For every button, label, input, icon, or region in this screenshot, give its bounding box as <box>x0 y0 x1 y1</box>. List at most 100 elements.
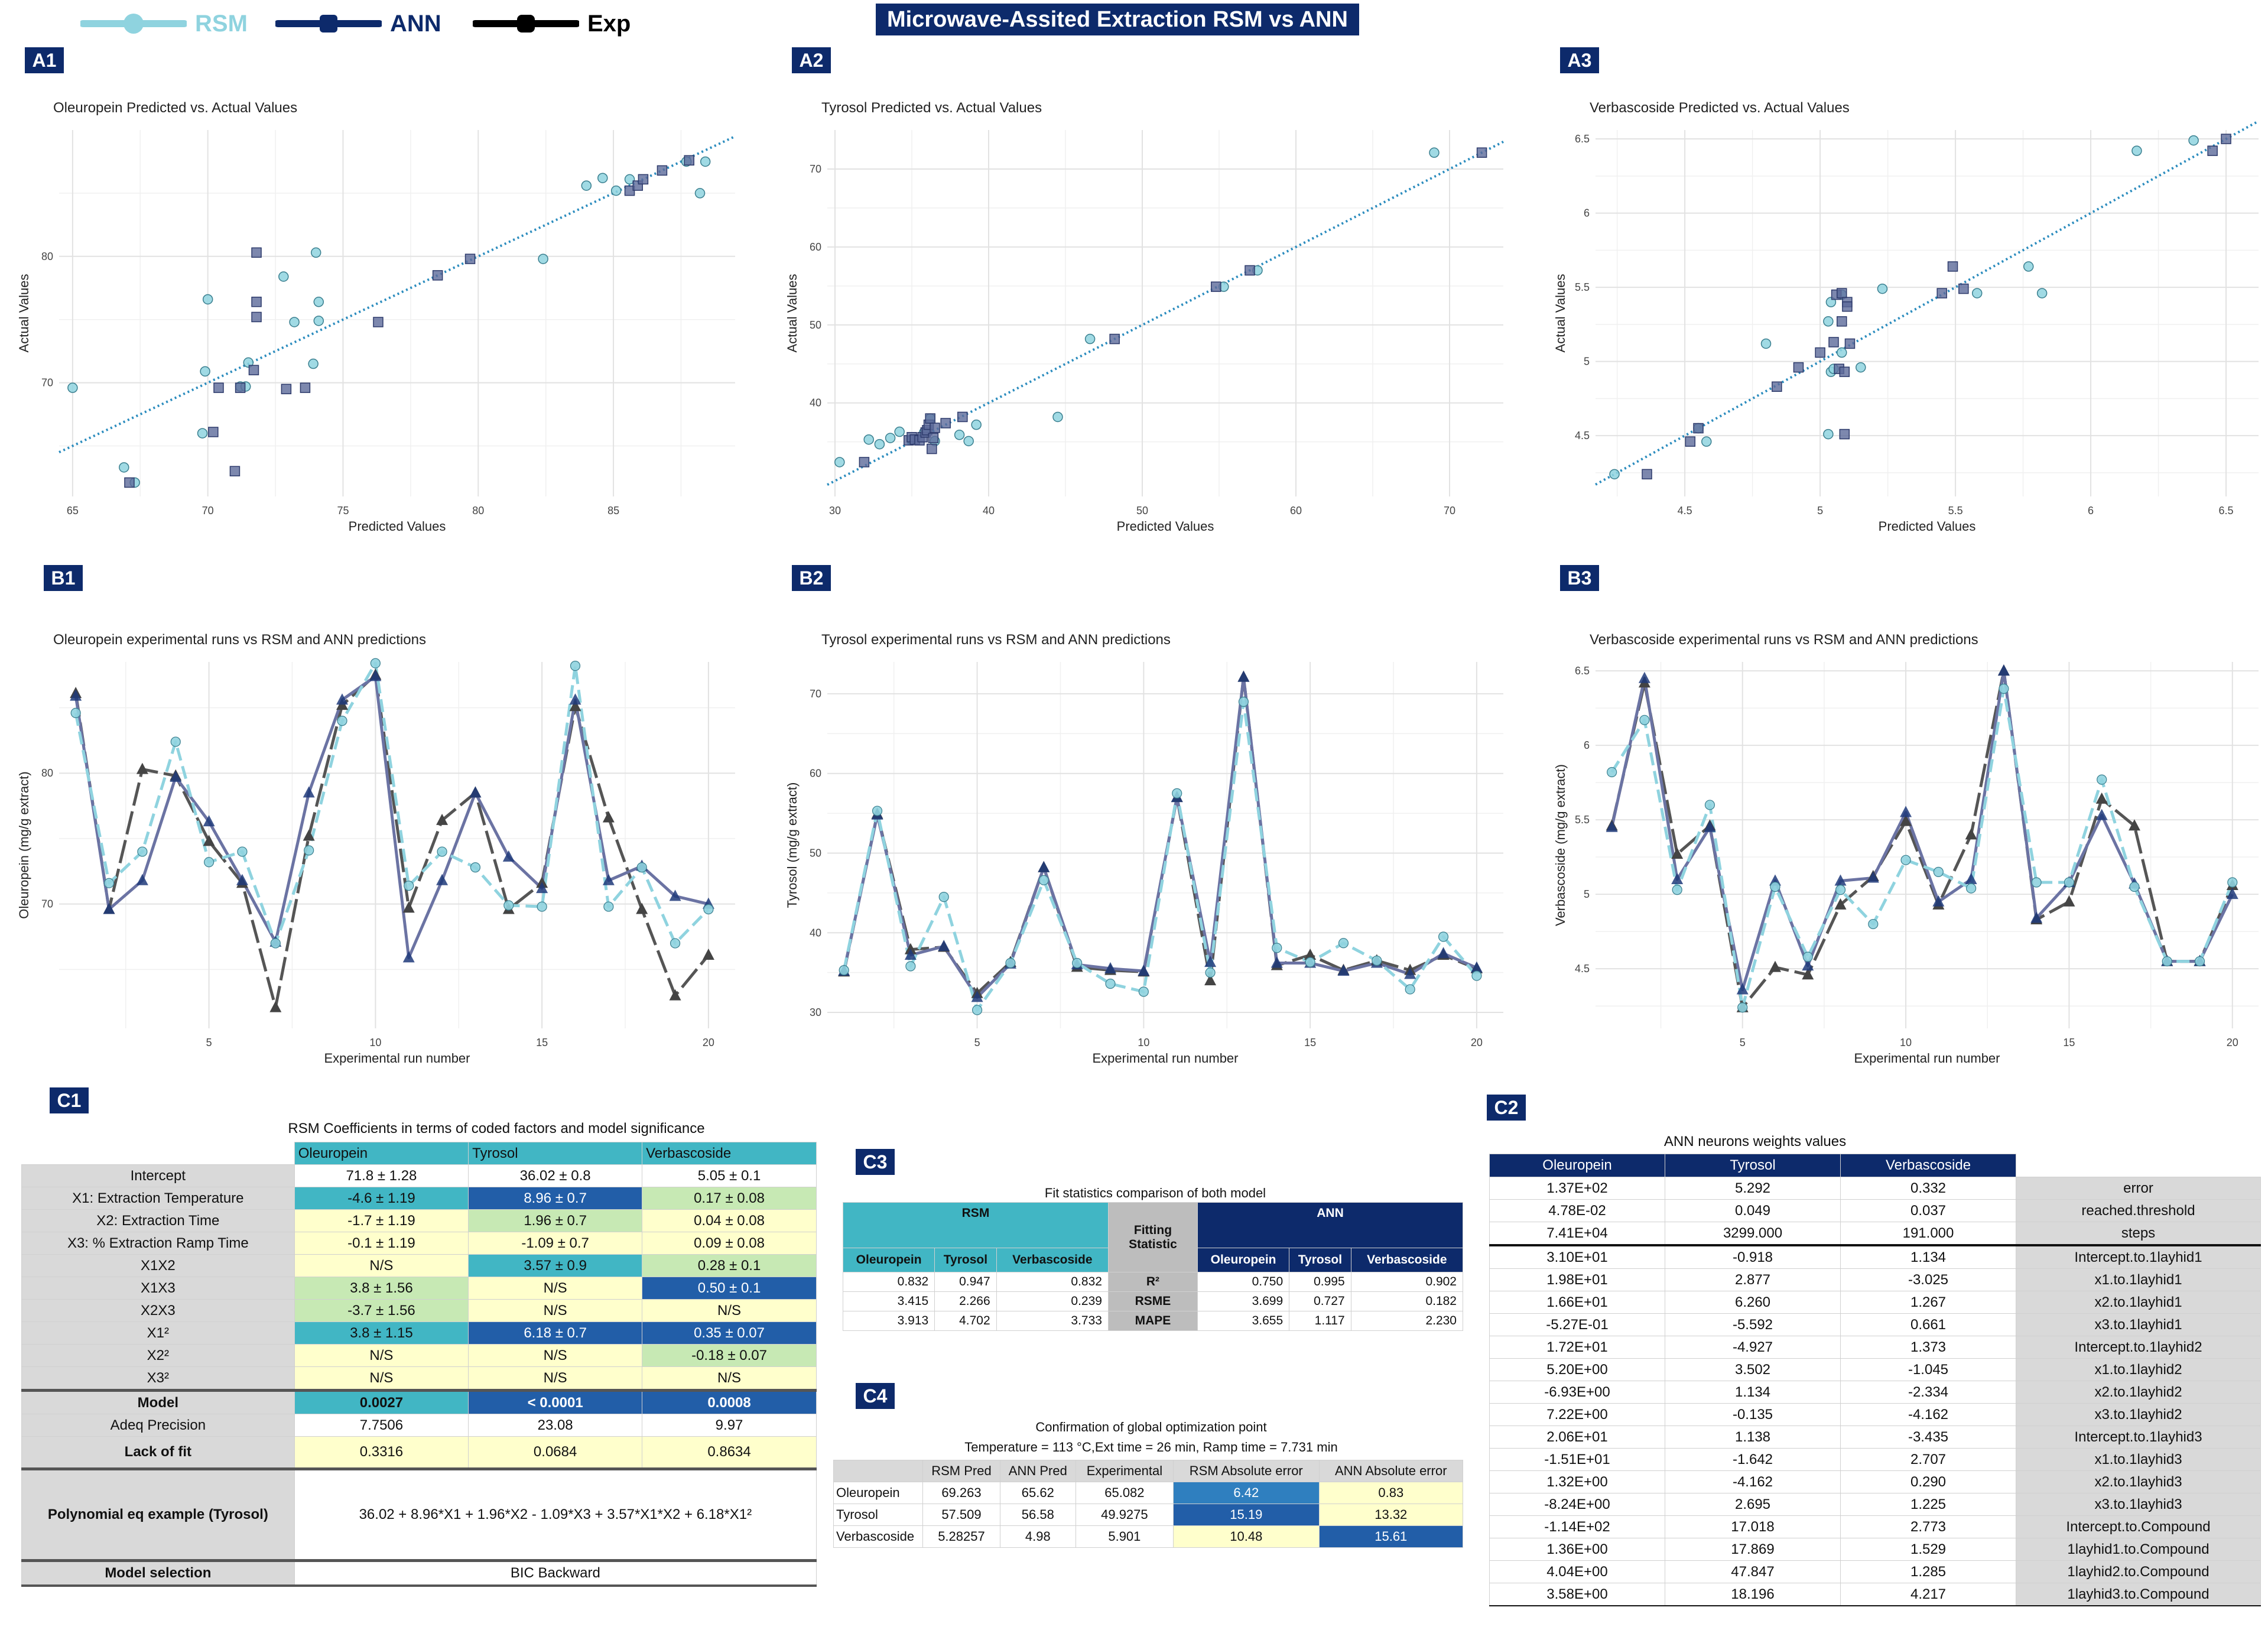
rsm-point <box>2129 881 2140 892</box>
c2-column-header: Verbascoside <box>1840 1154 2016 1177</box>
c2-row-label: error <box>2016 1177 2261 1200</box>
panel-tag-a1: A1 <box>25 47 64 73</box>
c4-subtitle: Temperature = 113 °C,Ext time = 26 min, … <box>964 1440 1338 1454</box>
c2-row-label: x2.to.1layhid3 <box>2016 1470 2261 1493</box>
rsm-point <box>1052 411 1063 423</box>
c1-value-cell: 0.0684 <box>468 1436 643 1469</box>
ann-point <box>925 413 935 424</box>
exp-point <box>1769 960 1781 972</box>
c4-optimization-table: RSM Pred ANN Pred Experimental RSM Absolute… <box>833 1460 1464 1548</box>
c3-rsm-value: 0.832 <box>996 1272 1109 1292</box>
c2-value-cell: 1.267 <box>1840 1291 2016 1314</box>
rsm-point <box>1072 957 1083 969</box>
ann-point <box>303 786 315 798</box>
rsm-point <box>538 254 548 264</box>
y-tick-label: 60 <box>810 768 821 780</box>
x-tick-label: 4.5 <box>1678 505 1692 517</box>
rsm-point <box>2131 145 2142 156</box>
ann-point <box>1204 956 1217 967</box>
chart-grid <box>827 662 1503 1028</box>
rsm-point <box>1138 986 1149 997</box>
x-tick-label: 20 <box>1471 1037 1483 1048</box>
c1-value-cell: -1.09 ± 0.7 <box>468 1232 643 1255</box>
y-axis-label: Actual Values <box>1553 274 1568 353</box>
rsm-point <box>1471 970 1482 981</box>
chart-title: Tyrosol Predicted vs. Actual Values <box>821 100 1042 116</box>
rsm-point <box>2194 956 2205 967</box>
exp-point <box>303 829 315 841</box>
ann-point <box>124 477 135 488</box>
rsm-point <box>437 846 447 857</box>
c4-column-header: Experimental <box>1075 1460 1174 1482</box>
c2-value-cell: -4.162 <box>1840 1403 2016 1426</box>
c4-title: Confirmation of global optimization poin… <box>1035 1420 1267 1434</box>
exp-point <box>2128 819 2140 831</box>
c1-value-cell: < 0.0001 <box>468 1389 643 1414</box>
c2-row-label: x2.to.1layhid1 <box>2016 1291 2261 1314</box>
legend-rsm-swatch <box>80 14 187 34</box>
rsm-point <box>310 247 321 258</box>
exp-point <box>203 835 215 846</box>
ann-point <box>229 466 241 476</box>
c3-ann-value: 0.902 <box>1350 1272 1464 1292</box>
ann-point <box>1704 820 1716 832</box>
ann-point <box>1997 664 2010 676</box>
y-axis-label: Verbascoside (mg/g extract) <box>1553 764 1568 926</box>
c2-value-cell: 1.138 <box>1665 1426 1841 1449</box>
c1-value-cell: 0.0008 <box>642 1389 817 1414</box>
rsm-point <box>834 457 845 467</box>
ann-point <box>2030 911 2043 923</box>
rsm-point <box>1966 883 1977 894</box>
c1-title: RSM Coefficients in terms of coded facto… <box>288 1121 705 1137</box>
rsm-point <box>905 961 916 972</box>
c1-value-cell: -4.6 ± 1.19 <box>294 1187 469 1210</box>
c3-rsm-value: 3.415 <box>842 1291 935 1311</box>
ann-point <box>70 689 82 701</box>
ann-point <box>1606 820 1618 832</box>
panel-tag-c4: C4 <box>856 1383 895 1409</box>
c4-column-header: ANN Pred <box>999 1460 1076 1482</box>
c2-corner <box>2016 1154 2261 1177</box>
c2-value-cell: 47.847 <box>1665 1560 1841 1583</box>
ann-point <box>2095 808 2108 820</box>
exp-point <box>269 1001 282 1012</box>
chart-title: Verbascoside experimental runs vs RSM an… <box>1590 632 1978 648</box>
c2-value-cell: 4.78E-02 <box>1489 1199 1665 1222</box>
chart-grid <box>1596 130 2259 496</box>
c2-value-cell: 3.502 <box>1665 1358 1841 1381</box>
c1-row-label: Lack of fit <box>21 1436 295 1469</box>
rsm-point <box>1823 316 1834 327</box>
c2-value-cell: 1.98E+01 <box>1489 1268 1665 1291</box>
ann-point <box>1211 281 1221 292</box>
c4-value-cell: 5.901 <box>1075 1525 1174 1548</box>
c2-value-cell: 1.134 <box>1665 1381 1841 1404</box>
c1-row-label: X2X3 <box>21 1299 295 1322</box>
c1-row-label: Model selection <box>21 1559 295 1587</box>
ann-point <box>281 384 292 395</box>
c1-poly-equation: 36.02 + 8.96*X1 + 1.96*X2 - 1.09*X3 + 3.… <box>294 1467 817 1561</box>
rsm-point <box>1084 333 1096 345</box>
c1-value-cell: 1.96 ± 0.7 <box>468 1209 643 1232</box>
legend-ann-swatch <box>275 15 382 33</box>
c3-rsm-value: 0.832 <box>842 1272 935 1292</box>
ann-point <box>930 423 940 433</box>
panel-tag-a3: A3 <box>1560 47 1599 73</box>
y-tick-label: 50 <box>810 847 821 859</box>
c1-rsm-coefficients-table: Oleuropein Tyrosol Verbascoside Intercept 71… <box>21 1142 817 1587</box>
chart-a1-oleuropein-scatter: Oleuropein Predicted vs. Actual Values 65… <box>17 100 736 534</box>
c2-value-cell: -4.162 <box>1665 1470 1841 1493</box>
ann-point <box>1337 964 1350 976</box>
c2-row-label: x1.to.1layhid2 <box>2016 1358 2261 1381</box>
ann-point <box>1900 806 1912 817</box>
c2-value-cell: 0.290 <box>1840 1470 2016 1493</box>
c1-row-label: Intercept <box>21 1164 295 1187</box>
c2-value-cell: 3299.000 <box>1665 1222 1841 1246</box>
c4-value-cell: 10.48 <box>1173 1525 1320 1548</box>
c1-row-label: X1: Extraction Temperature <box>21 1187 295 1210</box>
ann-point <box>170 770 182 782</box>
rsm-series-line <box>74 661 710 945</box>
rsm-point <box>1770 881 1780 892</box>
chart-title: Oleuropein Predicted vs. Actual Values <box>53 100 297 116</box>
rsm-point <box>308 358 319 369</box>
x-tick-label: 80 <box>472 505 484 517</box>
